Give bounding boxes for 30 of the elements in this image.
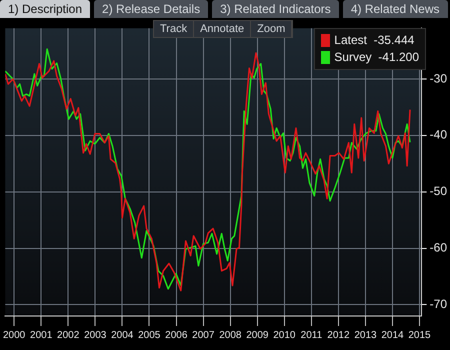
annotation: Annotate bbox=[194, 21, 252, 37]
x-tick-label: 2004 bbox=[111, 330, 134, 341]
x-tick-label: 2014 bbox=[381, 330, 404, 341]
legend-label: Latest -35.444 bbox=[334, 32, 414, 49]
x-tick-label: 2010 bbox=[273, 330, 296, 341]
x-tick-label: 2013 bbox=[354, 330, 378, 341]
x-tick-label: 2009 bbox=[246, 330, 269, 341]
annotation: Track bbox=[154, 21, 194, 37]
x-tick-label: 2006 bbox=[165, 330, 188, 341]
y-tick-label: -60 bbox=[430, 240, 448, 255]
x-tick-label: 2002 bbox=[57, 330, 80, 341]
annotation: Zoom bbox=[251, 21, 292, 37]
y-tick-label: -70 bbox=[430, 297, 448, 312]
x-tick-label: 2012 bbox=[327, 330, 350, 341]
text: 3) Related Indicators bbox=[212, 0, 339, 18]
x-tick-label: 2000 bbox=[3, 330, 26, 341]
x-tick-label: 2003 bbox=[84, 330, 107, 341]
text: 1) Description bbox=[0, 0, 90, 18]
x-tick-label: 2008 bbox=[219, 330, 242, 341]
y-tick-label: -30 bbox=[430, 71, 448, 86]
x-tick-label: 2001 bbox=[30, 330, 53, 341]
legend-label: Survey -41.200 bbox=[334, 49, 419, 66]
x-tick-label: 2005 bbox=[138, 330, 161, 341]
x-tick-label: 2011 bbox=[300, 330, 323, 341]
x-tick-label: 2015 bbox=[408, 330, 432, 341]
text: 2) Release Details bbox=[94, 0, 208, 18]
y-tick-label: -40 bbox=[430, 128, 448, 142]
text: 4) Related News bbox=[342, 0, 448, 18]
x-tick-label: 2007 bbox=[192, 330, 215, 341]
y-tick-label: -50 bbox=[430, 184, 448, 198]
